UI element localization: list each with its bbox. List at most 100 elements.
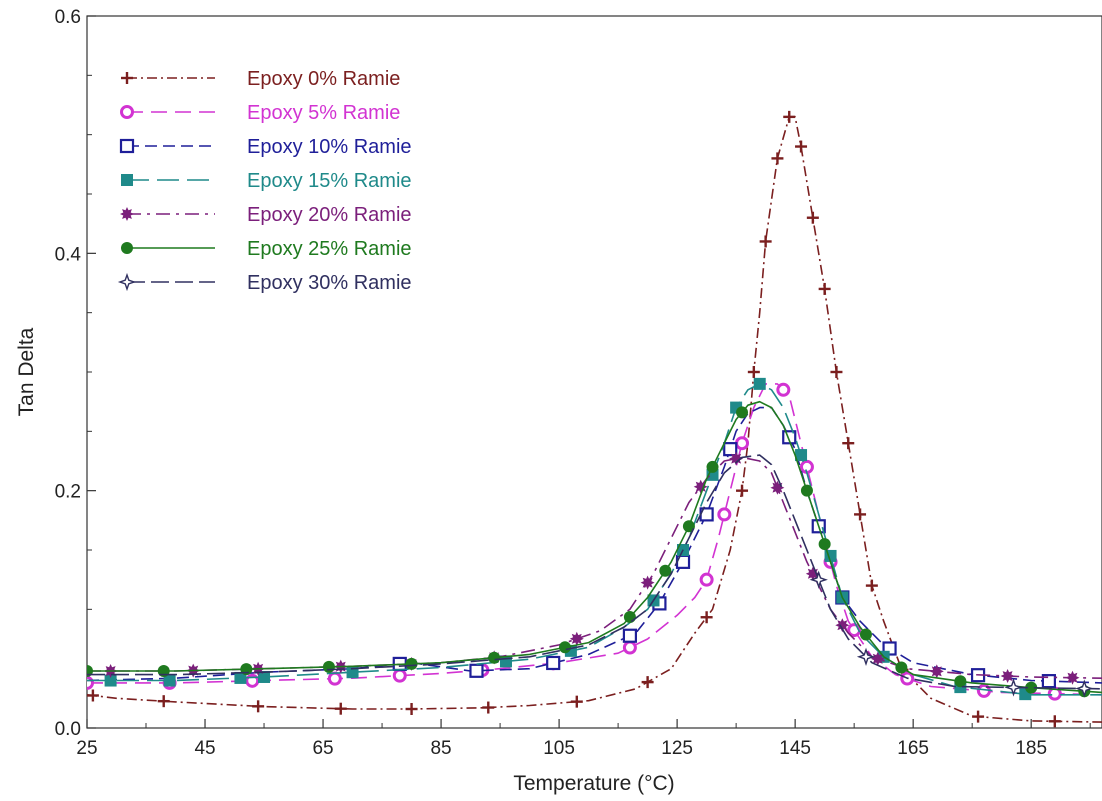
data-point <box>795 140 808 153</box>
data-point <box>776 382 791 397</box>
data-point <box>392 668 407 683</box>
data-point <box>1048 715 1061 728</box>
data-point <box>1075 679 1094 698</box>
legend-label: Epoxy 5% Ramie <box>247 102 400 124</box>
data-point <box>835 618 850 633</box>
data-point <box>622 640 637 655</box>
x-tick-label: 145 <box>779 738 811 759</box>
data-point <box>570 695 583 708</box>
data-point <box>865 579 878 592</box>
data-point <box>322 660 335 673</box>
data-point <box>818 538 831 551</box>
data-point <box>806 211 819 224</box>
y-tick-label: 0.0 <box>55 719 81 740</box>
data-point <box>488 651 501 664</box>
data-point <box>682 520 695 533</box>
data-point <box>736 406 749 419</box>
y-axis-label: Tan Delta <box>15 327 38 416</box>
data-point <box>805 566 820 581</box>
data-point <box>334 702 347 715</box>
data-point <box>327 671 342 686</box>
y-tick-label: 0.6 <box>55 7 81 28</box>
data-point <box>706 460 719 473</box>
data-point <box>163 674 176 687</box>
y-tick-label: 0.2 <box>55 482 81 503</box>
data-point <box>753 377 766 390</box>
data-point <box>809 570 828 589</box>
data-point <box>954 675 967 688</box>
legend-entry: Epoxy 0% Ramie <box>121 68 400 90</box>
data-point <box>699 572 714 587</box>
legend-label: Epoxy 15% Ramie <box>247 170 412 192</box>
data-point <box>736 484 749 497</box>
data-point <box>640 575 655 590</box>
data-point <box>558 641 571 654</box>
x-tick-label: 85 <box>430 738 451 759</box>
data-point <box>546 655 561 671</box>
y-tick-label: 0.4 <box>55 244 82 265</box>
data-point <box>735 436 750 451</box>
data-point <box>659 564 672 577</box>
x-tick-label: 105 <box>543 738 575 759</box>
data-point <box>641 676 654 689</box>
data-point <box>1025 681 1038 694</box>
legend-entry: Epoxy 30% Ramie <box>117 272 412 294</box>
data-point <box>842 437 855 450</box>
legend-marker <box>120 105 134 119</box>
data-point <box>854 508 867 521</box>
data-point <box>258 670 271 683</box>
legend-entry: Epoxy 15% Ramie <box>121 170 412 192</box>
legend-marker <box>121 242 133 254</box>
plot-area <box>86 15 1102 729</box>
legend-entry: Epoxy 10% Ramie <box>119 136 412 158</box>
data-point <box>717 507 732 522</box>
series-1 <box>87 110 1102 728</box>
x-tick-label: 185 <box>1015 738 1047 759</box>
legend-label: Epoxy 10% Ramie <box>247 136 412 158</box>
data-point <box>469 663 484 678</box>
data-point <box>87 689 99 702</box>
data-point <box>895 661 908 674</box>
axes: 25 45 65 85 105 125 145 165 185 0.0 0.2 0.4 0.6 <box>55 7 1091 759</box>
data-point <box>157 695 170 708</box>
data-point <box>104 674 117 687</box>
data-point <box>818 282 831 295</box>
data-point <box>87 675 94 690</box>
data-point <box>622 628 638 643</box>
data-point <box>771 152 784 165</box>
data-point <box>405 657 418 670</box>
data-point <box>623 611 636 624</box>
x-tick-label: 165 <box>897 738 929 759</box>
data-point <box>729 451 744 466</box>
legend-marker <box>121 72 133 84</box>
series-7 <box>87 454 1102 698</box>
series-layer <box>87 110 1102 728</box>
data-point <box>830 366 843 378</box>
data-point <box>1065 670 1080 685</box>
data-point <box>929 664 944 679</box>
legend: Epoxy 0% Ramie Epoxy 5% Ramie Epoxy 10% Ra… <box>117 68 412 294</box>
data-point <box>870 651 885 666</box>
series-line <box>87 383 1102 696</box>
x-tick-label: 65 <box>312 738 333 759</box>
data-point <box>800 484 813 497</box>
data-point <box>856 647 876 666</box>
data-point <box>759 235 772 248</box>
data-point <box>723 442 738 457</box>
x-tick-label: 125 <box>661 738 693 759</box>
legend-marker <box>120 207 134 221</box>
x-tick-label: 45 <box>194 738 215 759</box>
data-point <box>405 703 418 716</box>
data-point <box>1000 669 1015 683</box>
data-point <box>569 631 584 646</box>
legend-marker <box>121 174 133 186</box>
data-point <box>482 701 495 714</box>
legend-entry: Epoxy 5% Ramie <box>120 102 400 124</box>
legend-label: Epoxy 0% Ramie <box>247 68 400 90</box>
legend-label: Epoxy 30% Ramie <box>247 272 412 294</box>
data-point <box>234 671 247 684</box>
legend-label: Epoxy 25% Ramie <box>247 238 412 260</box>
x-tick-label: 25 <box>76 738 97 759</box>
series-line <box>87 116 1102 723</box>
